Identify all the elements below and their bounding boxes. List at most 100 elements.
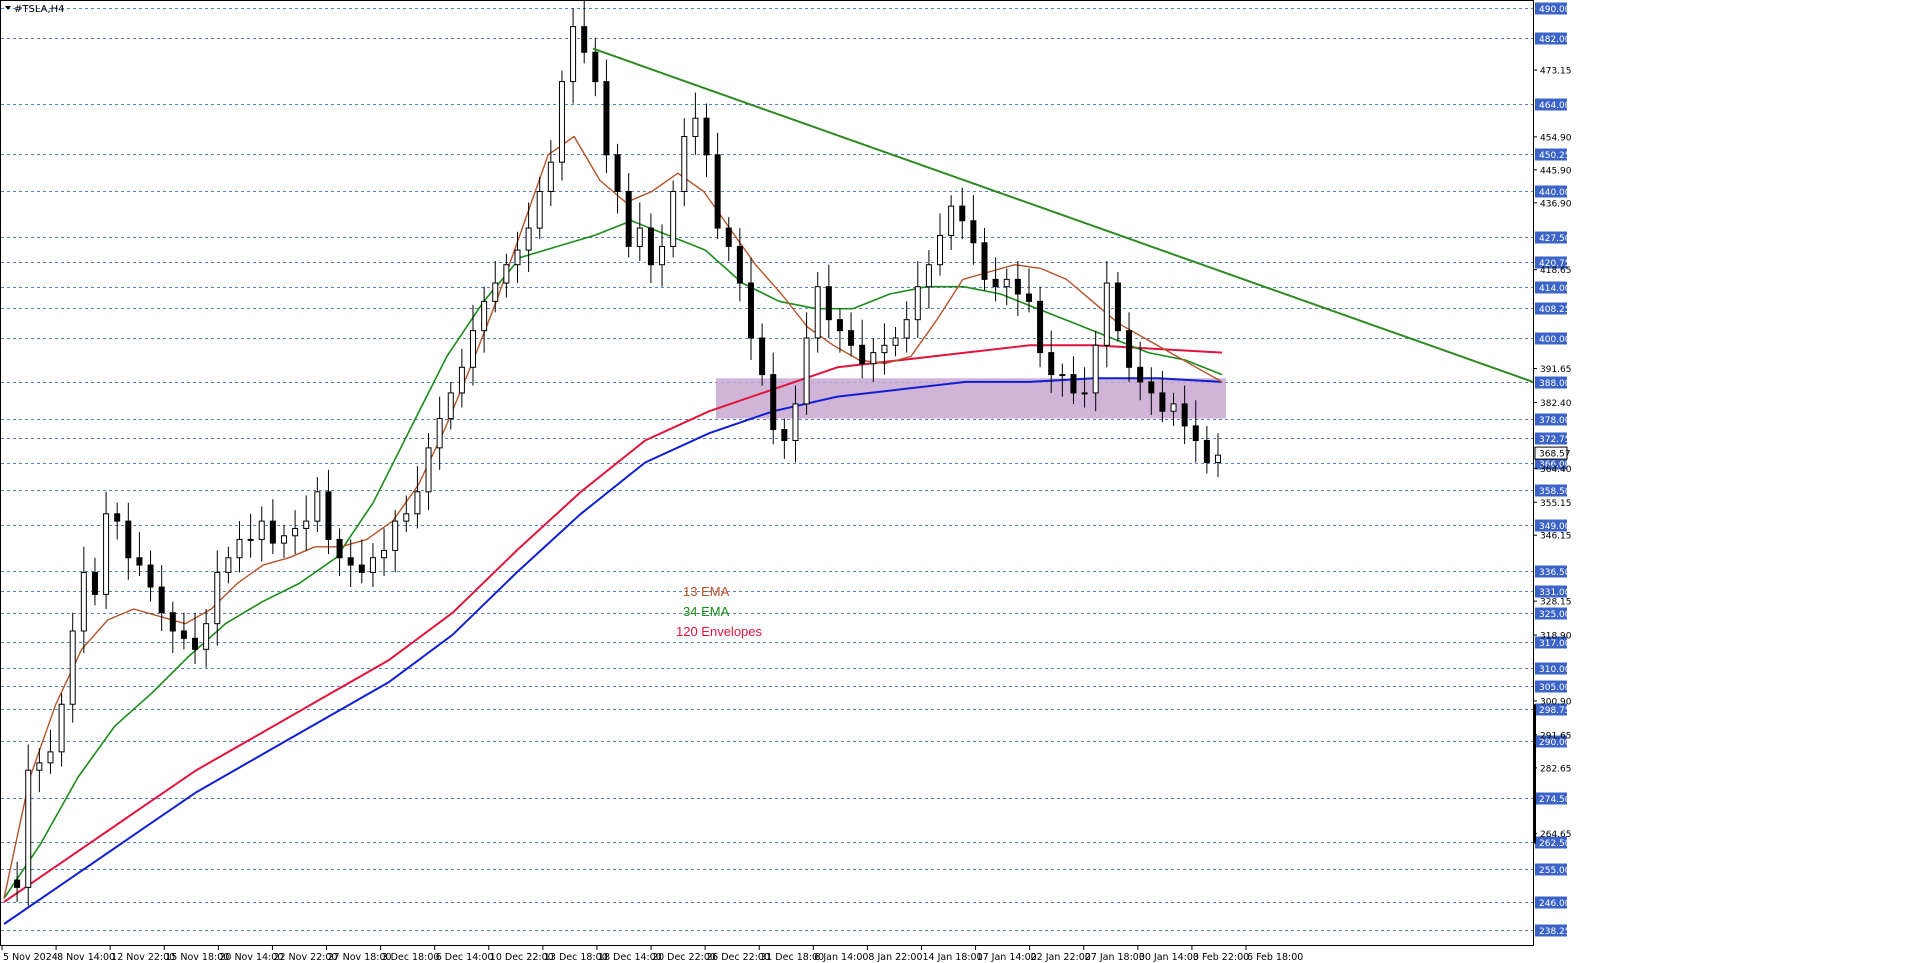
bear-candle <box>714 154 721 229</box>
time-tick-label: 18 Dec 14:00 <box>598 952 662 963</box>
bull-candle <box>558 81 565 163</box>
bear-candle <box>725 227 732 247</box>
bear-candle <box>1159 392 1166 412</box>
bull-candle <box>481 300 488 332</box>
chevron-down-icon[interactable] <box>5 6 11 10</box>
price-tick-label: 328.15 <box>1540 598 1572 608</box>
bear-candle <box>192 637 199 650</box>
bear-candle <box>647 227 654 266</box>
price-label-highlight <box>1535 302 1567 315</box>
price-tick-label: 255.00 <box>1539 866 1571 876</box>
bear-candle <box>770 374 777 431</box>
bull-candle <box>692 117 699 138</box>
bull-candle <box>69 630 76 705</box>
price-tick-label: 473.15 <box>1540 67 1572 77</box>
price-label-highlight <box>1535 98 1567 111</box>
price-tick-label: 336.50 <box>1539 568 1571 578</box>
price-tick-label: 238.25 <box>1539 927 1571 937</box>
bull-candle <box>1092 344 1099 394</box>
price-tick-label: 274.50 <box>1539 795 1571 805</box>
bull-candle <box>447 392 454 420</box>
price-tick-label: 346.15 <box>1540 532 1572 542</box>
price-tick-label: 372.75 <box>1539 435 1571 445</box>
bull-candle <box>470 330 477 368</box>
bear-candle <box>992 278 999 288</box>
bear-candle <box>759 337 766 376</box>
price-tick-label: 427.50 <box>1539 234 1571 244</box>
bull-candle <box>881 344 888 354</box>
bull-candle <box>58 703 65 753</box>
bear-candle <box>848 330 855 346</box>
bear-candle <box>625 190 632 247</box>
bull-candle <box>503 264 510 284</box>
bear-candle <box>136 557 143 566</box>
candlesticks <box>14 1 1221 906</box>
bull-candle <box>814 286 821 339</box>
price-label-highlight <box>1535 2 1567 15</box>
bear-candle <box>703 117 710 156</box>
price-tick-label: 418.65 <box>1540 266 1572 276</box>
time-tick-label: 8 Jan 22:00 <box>868 952 922 963</box>
bear-candle <box>169 612 176 632</box>
bear-candle <box>581 26 588 53</box>
price-label-highlight <box>1535 231 1567 244</box>
bear-candle <box>981 242 988 280</box>
bear-candle <box>1037 300 1044 354</box>
bull-candle <box>1215 454 1221 464</box>
bull-candle <box>381 549 388 559</box>
chart-title: #TSLA,H4 <box>14 4 65 15</box>
bull-candle <box>392 520 399 551</box>
price-tick-label: 450.25 <box>1539 151 1571 161</box>
bull-candle <box>214 571 221 625</box>
bear-candle <box>91 571 98 595</box>
bull-candle <box>1081 392 1088 395</box>
bull-candle <box>925 264 932 288</box>
price-label-highlight <box>1535 607 1567 620</box>
bear-candle <box>147 564 154 588</box>
bear-candle <box>959 205 966 222</box>
price-label-highlight <box>1535 565 1567 578</box>
bear-candle <box>781 429 788 442</box>
bear-candle <box>1148 381 1155 394</box>
bull-candle <box>25 769 32 888</box>
price-tick-label: 291.65 <box>1540 731 1572 741</box>
price-tick-label: 305.00 <box>1539 683 1571 693</box>
time-tick-label: 30 Jan 14:00 <box>1139 952 1199 963</box>
price-tick-label: 464.00 <box>1539 101 1571 111</box>
price-tick-label: 366.00 <box>1539 460 1571 470</box>
price-label-highlight <box>1535 863 1567 876</box>
support-zone-rect <box>716 378 1226 419</box>
bull-candle <box>1003 278 1010 288</box>
price-tick-label: 454.90 <box>1540 133 1572 143</box>
price-label-highlight <box>1535 703 1567 716</box>
time-tick-label: 13 Dec 18:00 <box>544 952 608 963</box>
bear-candle <box>736 245 743 284</box>
support-zone <box>716 378 1226 419</box>
bear-candle <box>603 81 610 156</box>
current-price-box <box>1534 446 1568 460</box>
price-tick-label: 482.00 <box>1539 35 1571 45</box>
bull-candle <box>681 136 688 192</box>
bear-candle <box>1070 374 1077 394</box>
bear-candle <box>1048 352 1055 376</box>
trendline-line[interactable] <box>592 47 1534 383</box>
time-tick-label: 27 Nov 18:00 <box>328 952 392 963</box>
price-tick-label: 445.90 <box>1540 166 1572 176</box>
bull-candle <box>458 366 465 394</box>
bear-candle <box>1203 440 1210 464</box>
bull-candle <box>870 352 877 365</box>
price-label-highlight <box>1535 413 1567 426</box>
time-tick-label: 17 Jan 14:00 <box>977 952 1037 963</box>
symbol-header[interactable]: #TSLA,H4 <box>5 4 65 15</box>
price-axis[interactable]: 490.00 482.00 464.00 450.25 440.00 427.50 420.… <box>1533 2 1572 938</box>
price-tick-label: 262.50 <box>1539 839 1571 849</box>
legend: 13 EMA 34 EMA 120 Envelopes <box>676 584 763 639</box>
price-tick-label: 414.00 <box>1539 284 1571 294</box>
trendline[interactable] <box>592 47 1534 383</box>
bear-candle <box>114 513 121 522</box>
legend-envelopes: 120 Envelopes <box>676 624 763 639</box>
price-tick-label: 400.00 <box>1539 335 1571 345</box>
time-tick-label: 6 Dec 14:00 <box>436 952 494 963</box>
